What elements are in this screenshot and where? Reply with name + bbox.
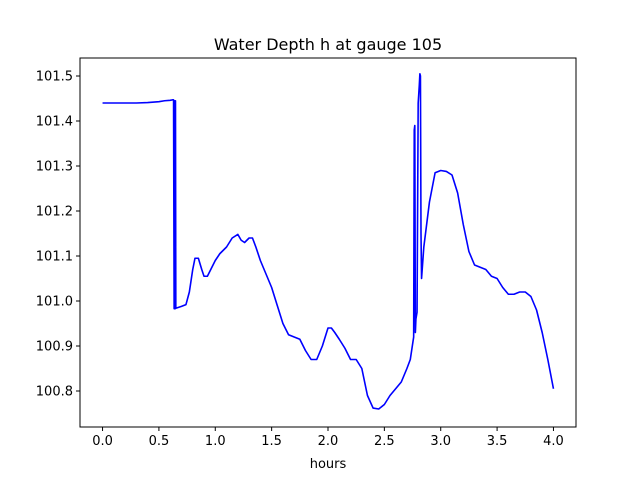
y-tick-label: 101.0 xyxy=(36,295,73,310)
x-tick-label: 4.0 xyxy=(543,434,564,449)
x-axis-label: hours xyxy=(310,457,347,472)
x-axis: 0.0 0.5 1.0 1.5 2.0 2.5 3.0 3.5 4.0 xyxy=(92,427,564,449)
y-tick-label: 100.8 xyxy=(36,385,73,400)
series-line xyxy=(102,72,555,410)
x-tick-label: 2.0 xyxy=(318,434,339,449)
chart-title: Water Depth h at gauge 105 xyxy=(214,35,442,54)
y-tick-label: 101.3 xyxy=(36,160,73,175)
x-tick-label: 1.5 xyxy=(261,434,282,449)
y-tick-label: 101.1 xyxy=(36,250,73,265)
plot-area xyxy=(80,58,576,427)
y-tick-label: 100.9 xyxy=(36,340,73,355)
series-layer xyxy=(102,72,555,410)
y-tick-label: 101.4 xyxy=(36,115,73,130)
x-tick-label: 3.0 xyxy=(430,434,451,449)
x-tick-label: 2.5 xyxy=(374,434,395,449)
y-tick-label: 101.5 xyxy=(36,70,73,85)
x-tick-label: 0.0 xyxy=(92,434,113,449)
x-tick-label: 1.0 xyxy=(205,434,226,449)
y-axis: 100.8 100.9 101.0 101.1 101.2 101.3 101.4 101.5 xyxy=(36,70,80,400)
x-tick-label: 3.5 xyxy=(487,434,508,449)
x-tick-label: 0.5 xyxy=(149,434,170,449)
y-tick-label: 101.2 xyxy=(36,205,73,220)
